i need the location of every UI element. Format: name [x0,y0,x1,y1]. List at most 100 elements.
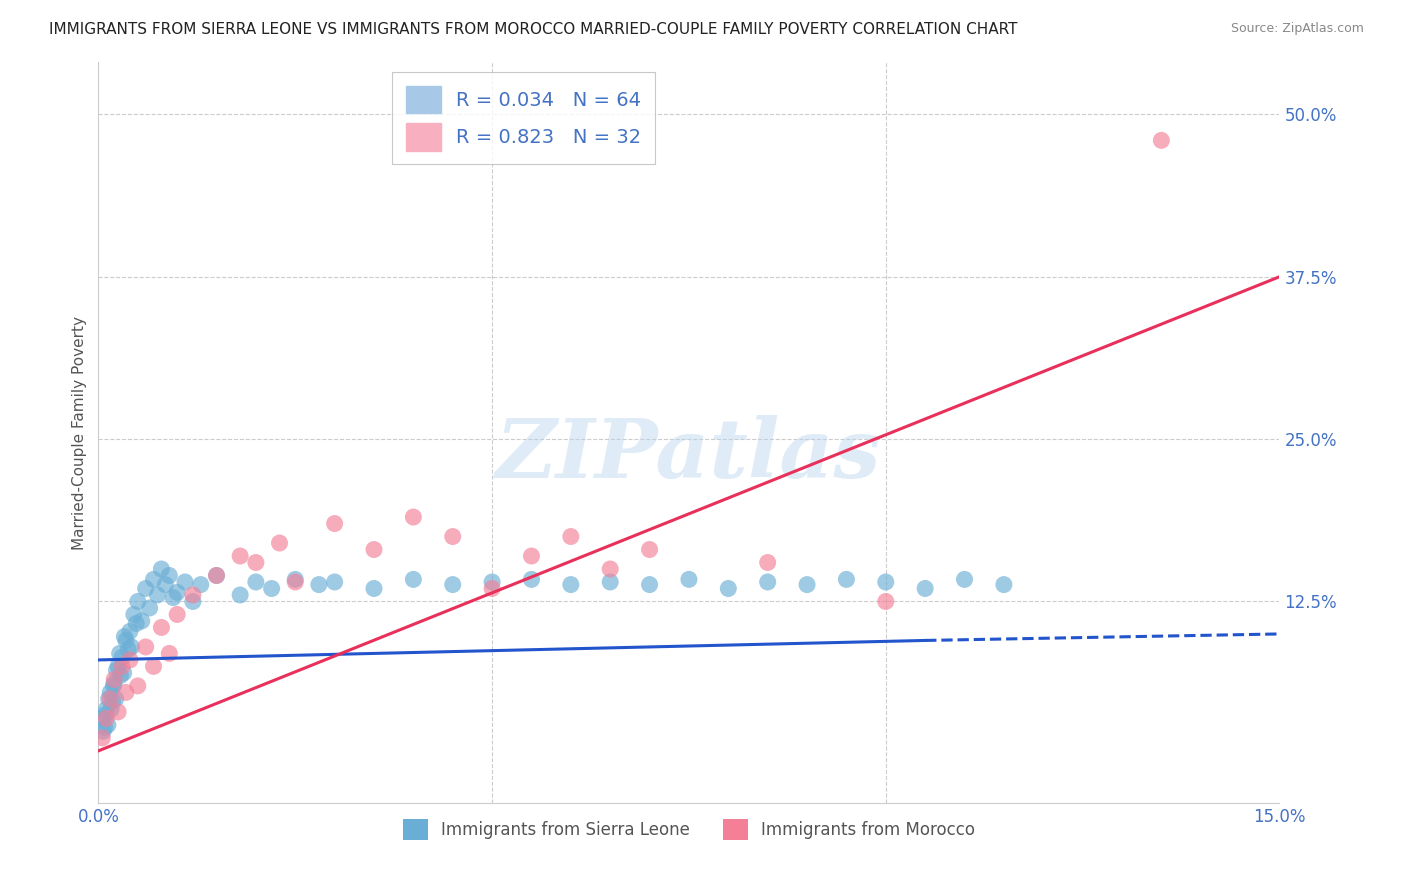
Point [166,585,188,599]
Point [402,573,425,587]
Point [97,692,120,706]
Point [101,694,124,708]
Point [135,582,157,596]
Point [91,724,114,739]
Point [284,573,307,587]
Point [269,536,291,550]
Point [100,702,122,716]
Point [135,640,157,654]
Point [125,616,148,631]
Point [110,668,132,682]
Point [105,663,128,677]
Point [441,577,464,591]
Point [142,573,165,587]
Point [481,574,503,589]
Point [115,685,138,699]
Point [103,676,125,690]
Point [993,577,1015,591]
Point [127,679,149,693]
Point [835,573,858,587]
Point [205,568,228,582]
Point [111,650,134,665]
Point [363,582,385,596]
Point [157,568,180,582]
Point [138,601,160,615]
Point [756,556,779,570]
Point [103,673,125,687]
Point [121,640,143,654]
Point [560,529,582,543]
Point [260,582,283,596]
Point [122,607,145,622]
Text: ZIPatlas: ZIPatlas [496,415,882,495]
Point [520,573,543,587]
Point [166,607,188,622]
Point [308,577,330,591]
Point [98,685,121,699]
Point [678,573,700,587]
Point [118,624,141,639]
Point [205,568,228,582]
Point [875,574,897,589]
Point [323,516,346,531]
Point [875,594,897,608]
Point [96,711,118,725]
Point [94,707,117,722]
Point [108,647,131,661]
Point [323,574,346,589]
Point [181,594,204,608]
Point [481,582,503,596]
Point [112,665,135,680]
Point [107,705,129,719]
Point [245,574,267,589]
Point [93,721,115,735]
Point [111,659,134,673]
Point [560,577,582,591]
Point [131,614,153,628]
Text: IMMIGRANTS FROM SIERRA LEONE VS IMMIGRANTS FROM MOROCCO MARRIED-COUPLE FAMILY PO: IMMIGRANTS FROM SIERRA LEONE VS IMMIGRAN… [49,22,1018,37]
Point [118,653,141,667]
Point [717,582,740,596]
Point [103,679,125,693]
Point [174,574,197,589]
Point [402,510,425,524]
Point [91,731,114,745]
Point [107,659,129,673]
Point [363,542,385,557]
Point [115,633,138,648]
Point [150,562,173,576]
Point [146,588,169,602]
Point [96,702,118,716]
Point [284,574,307,589]
Legend: Immigrants from Sierra Leone, Immigrants from Morocco: Immigrants from Sierra Leone, Immigrants… [396,813,981,847]
Point [155,577,177,591]
Point [441,529,464,543]
Point [229,549,252,563]
Point [229,588,252,602]
Point [104,692,127,706]
Point [914,582,936,596]
Point [245,556,267,570]
Point [150,620,173,634]
Point [756,574,779,589]
Point [520,549,543,563]
Point [638,542,661,557]
Point [796,577,818,591]
Point [97,718,120,732]
Point [190,577,212,591]
Point [599,562,621,576]
Point [181,588,204,602]
Point [142,659,165,673]
Point [157,647,180,661]
Point [1150,133,1173,147]
Point [98,692,121,706]
Point [127,594,149,608]
Y-axis label: Married-Couple Family Poverty: Married-Couple Family Poverty [72,316,87,549]
Point [953,573,976,587]
Point [638,577,661,591]
Text: Source: ZipAtlas.com: Source: ZipAtlas.com [1230,22,1364,36]
Point [117,642,139,657]
Point [599,574,621,589]
Point [162,591,184,605]
Point [112,630,135,644]
